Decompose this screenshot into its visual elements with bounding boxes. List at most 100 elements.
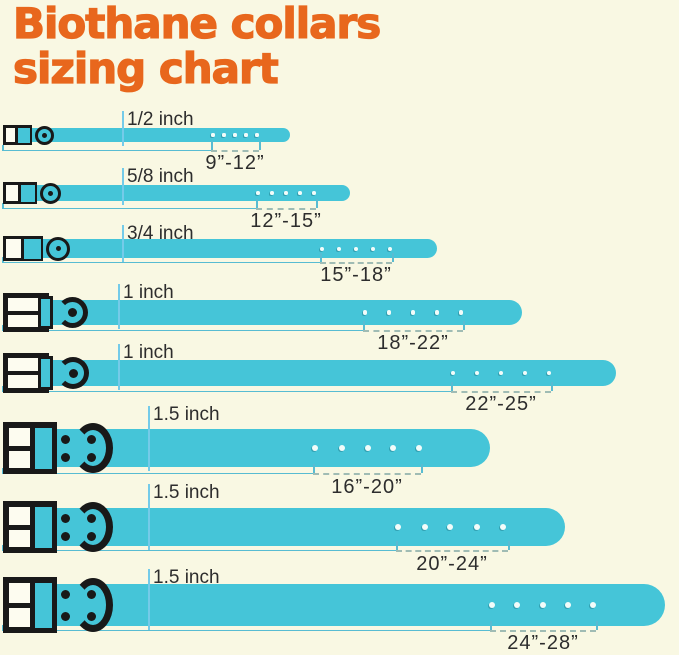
rivet-dot [60, 589, 70, 599]
collar-hole [450, 370, 456, 376]
collar-hole [337, 246, 341, 251]
collar-strap [8, 584, 665, 626]
buckle-center-bar [8, 371, 44, 375]
collar-hole [270, 191, 274, 195]
bracket-dash-line [313, 472, 421, 475]
ring-pin-dot [42, 132, 47, 138]
bracket-dash-line [211, 149, 259, 152]
width-guide-tick [122, 225, 124, 262]
collar-strap [8, 239, 437, 258]
collar-hole [416, 445, 422, 451]
bracket-line [2, 262, 320, 263]
size-range-label: 22”-25” [465, 393, 537, 415]
collar-hole [565, 602, 571, 608]
collar-hole [211, 133, 215, 137]
collar-hole [514, 602, 520, 608]
width-guide-tick [148, 484, 150, 550]
bracket-line [2, 630, 490, 631]
buckle-strap-slot [30, 506, 52, 548]
width-guide-tick [118, 344, 120, 390]
buckle-strap-slot [17, 184, 35, 202]
rivet-dot [60, 531, 70, 541]
width-label: 1.5 inch [153, 567, 220, 588]
d-ring-icon [40, 182, 61, 204]
buckle-frame [3, 501, 57, 553]
bracket-dash-line [451, 390, 551, 393]
width-label: 5/8 inch [127, 166, 194, 187]
buckle-center-bar [9, 602, 30, 608]
rivet-dot [60, 452, 70, 462]
buckle-strap-slot [30, 427, 52, 469]
rivet-dot [60, 513, 70, 523]
buckle-strap-slot [38, 296, 53, 329]
collar-hole [233, 133, 237, 137]
bracket-range-tick [320, 253, 322, 262]
collar-hole [395, 524, 401, 530]
collar-hole [339, 445, 345, 451]
size-range-label: 18”-22” [377, 332, 449, 354]
collar-hole [371, 246, 375, 251]
d-ring-icon [57, 297, 88, 328]
bracket-dash-line [363, 329, 463, 332]
bracket-range-tick [490, 621, 492, 630]
collar-hole [390, 445, 396, 451]
width-label: 3/4 inch [127, 223, 194, 244]
bracket-line [2, 473, 313, 474]
collar-hole [489, 602, 495, 608]
width-guide-tick [148, 569, 150, 630]
bracket-range-tick [316, 199, 318, 208]
collar-strap [8, 185, 350, 201]
size-range-label: 15”-18” [320, 264, 392, 286]
bracket-range-tick [363, 321, 365, 330]
collar-hole [320, 246, 324, 251]
size-range-label: 12”-15” [250, 210, 322, 232]
ring-pin-dot [55, 246, 61, 251]
collar-hole [434, 310, 440, 315]
ring-pin-dot [68, 308, 77, 317]
bracket-range-tick [211, 141, 213, 150]
d-ring-icon [57, 357, 89, 389]
size-range-label: 24”-28” [507, 632, 579, 654]
width-label: 1 inch [123, 282, 174, 303]
bracket-range-tick [551, 382, 553, 391]
size-range-label: 9”-12” [205, 152, 265, 174]
d-ring-icon [46, 236, 70, 261]
collar-hole [590, 602, 596, 608]
d-ring-icon [73, 502, 113, 552]
rivet-dot [60, 434, 70, 444]
bracket-range-tick [396, 541, 398, 550]
bracket-range-tick [313, 464, 315, 473]
bracket-range-tick [463, 321, 465, 330]
collar-hole [256, 191, 260, 195]
collar-hole [500, 524, 506, 530]
d-ring-icon [73, 423, 113, 473]
collar-hole [474, 370, 480, 376]
d-ring-icon [73, 578, 113, 632]
width-guide-tick [118, 284, 120, 329]
width-label: 1/2 inch [127, 109, 194, 130]
bracket-range-tick [392, 253, 394, 262]
page-title: Biothane collars sizing chart [12, 0, 382, 93]
buckle-strap-slot [20, 238, 41, 259]
buckle-strap-slot [30, 582, 52, 628]
bracket-dash-line [256, 207, 316, 210]
collar-hole [474, 524, 480, 530]
size-range-label: 20”-24” [416, 553, 488, 575]
collar-hole [447, 524, 453, 530]
collar-strap [8, 360, 616, 386]
buckle-strap-slot [15, 127, 30, 143]
bracket-range-tick [259, 141, 261, 150]
title-line-2: sizing chart [12, 44, 279, 93]
bracket-line [2, 391, 451, 392]
collar-hole [422, 524, 428, 530]
collar-hole [298, 191, 302, 195]
bracket-range-tick [421, 464, 423, 473]
collar-hole [244, 133, 248, 137]
collar-hole [458, 310, 464, 315]
bracket-left-end-tick [2, 145, 4, 150]
collar-hole [365, 445, 371, 451]
bracket-left-end-tick [2, 203, 4, 208]
width-label: 1.5 inch [153, 482, 220, 503]
collar-hole [546, 370, 552, 376]
collar-hole [386, 310, 392, 315]
